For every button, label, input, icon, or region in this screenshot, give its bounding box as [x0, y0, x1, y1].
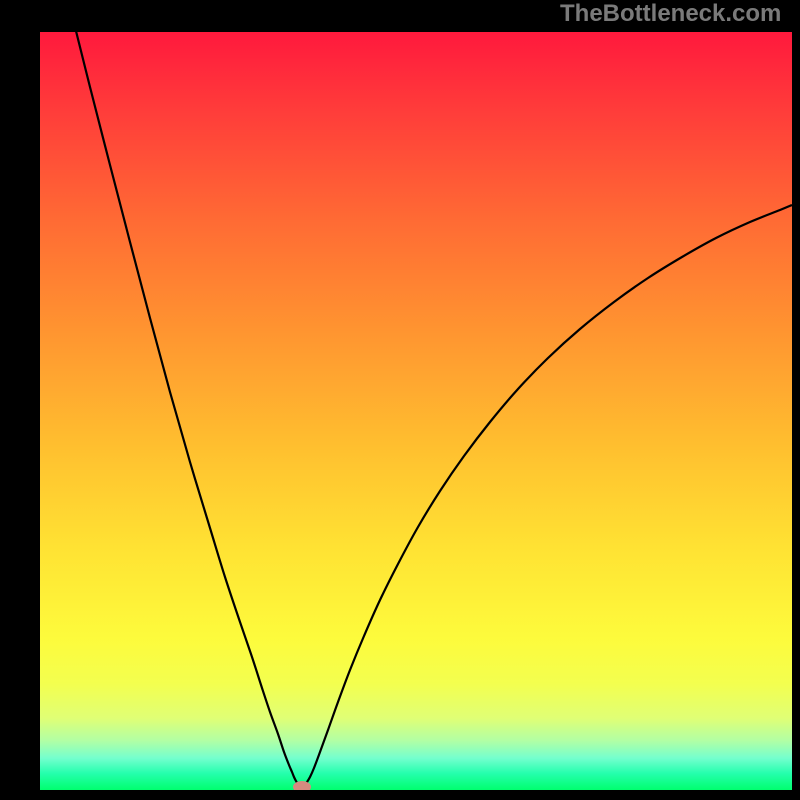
plot-gradient-background	[40, 32, 792, 790]
watermark-text: TheBottleneck.com	[560, 0, 781, 28]
chart-container: TheBottleneck.com	[0, 0, 800, 800]
chart-canvas	[0, 0, 800, 800]
